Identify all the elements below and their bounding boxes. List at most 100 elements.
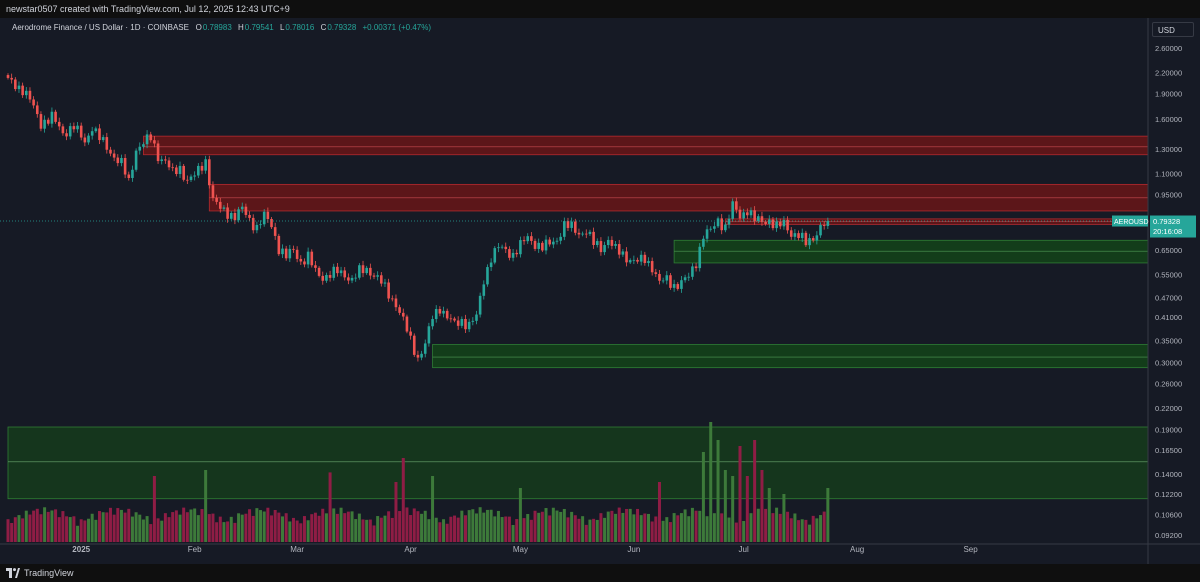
candle-body — [423, 343, 427, 354]
volume-bar — [101, 512, 105, 542]
candle-body — [687, 276, 691, 278]
candle-body — [416, 354, 420, 358]
candle — [760, 211, 764, 226]
candle — [87, 133, 90, 145]
candle — [46, 117, 50, 126]
volume-bar — [112, 514, 116, 542]
candle — [789, 227, 793, 240]
volume-bar — [141, 519, 145, 542]
candle-body — [661, 280, 665, 282]
candle — [544, 235, 548, 255]
volume-bar — [420, 513, 424, 542]
volume-bar — [811, 515, 815, 542]
price-chart[interactable]: 2.60000 2.20000 1.90000 1.60000 1.30000 1.100… — [0, 18, 1200, 564]
candle — [321, 271, 325, 285]
candle-body — [515, 252, 519, 255]
candle — [632, 255, 636, 265]
axis-layer: 2.60000 2.20000 1.90000 1.60000 1.30000 1.100… — [0, 18, 1200, 564]
candle — [409, 327, 412, 340]
volume-bar — [35, 508, 39, 542]
volume-bar — [24, 510, 28, 542]
candle — [420, 350, 423, 361]
candle-body — [782, 219, 786, 227]
candle-body — [98, 128, 101, 141]
y-tick-label: 1.10000 — [1155, 169, 1182, 178]
candle-body — [25, 90, 28, 96]
volume-bar — [533, 510, 537, 542]
candle — [522, 236, 526, 245]
volume-bar — [427, 519, 431, 542]
volume-bar — [449, 516, 453, 542]
volume-bar — [398, 511, 402, 542]
candle — [21, 82, 24, 98]
candle — [570, 217, 573, 232]
volume-bar — [182, 507, 186, 542]
candle — [680, 275, 683, 293]
currency-selector[interactable]: USD — [1152, 22, 1194, 37]
candle-body — [10, 77, 13, 80]
volume-bar — [643, 513, 647, 542]
candle-body — [57, 121, 61, 127]
candle — [116, 154, 120, 167]
volume-bar — [218, 516, 222, 542]
candle-body — [398, 307, 401, 313]
volume-bar — [189, 509, 193, 542]
candle — [365, 265, 368, 275]
candle — [647, 257, 650, 267]
candle — [10, 73, 13, 84]
candle-body — [680, 280, 683, 289]
candle-body — [310, 251, 314, 266]
candle — [735, 197, 738, 214]
volume-bar — [661, 520, 665, 542]
volume-bar — [614, 513, 618, 542]
volume-bar — [764, 508, 768, 542]
volume-bar — [738, 446, 742, 542]
candle — [515, 249, 519, 258]
candle-body — [50, 111, 54, 124]
candle-body — [584, 233, 588, 235]
candle — [599, 237, 603, 256]
volume-layer — [6, 422, 830, 542]
candle — [299, 255, 303, 265]
volume-bar — [819, 515, 823, 542]
candle-body — [303, 261, 306, 265]
candle — [566, 217, 570, 231]
candle — [456, 316, 460, 330]
candle — [665, 271, 669, 285]
candle — [295, 246, 299, 263]
volume-bar — [771, 513, 775, 542]
volume-bar — [559, 511, 563, 542]
volume-bar — [456, 517, 460, 542]
volume-bar — [464, 515, 467, 542]
candle — [25, 87, 28, 99]
candle — [361, 260, 365, 278]
chart-frame[interactable]: 2.60000 2.20000 1.90000 1.60000 1.30000 1.100… — [0, 18, 1200, 564]
volume-bar — [599, 513, 603, 542]
candle-body — [519, 240, 522, 255]
volume-bar — [255, 508, 259, 542]
candle — [83, 133, 87, 147]
volume-bar — [665, 517, 669, 542]
candle — [438, 306, 442, 317]
candle — [683, 274, 687, 283]
candle-body — [767, 219, 771, 224]
candle — [61, 123, 65, 136]
volume-bar — [789, 518, 793, 542]
candle — [288, 244, 292, 262]
candle — [372, 272, 376, 280]
volume-bar — [237, 513, 241, 542]
candle-body — [482, 284, 486, 296]
volume-bar — [500, 517, 504, 542]
volume-bar — [401, 458, 405, 542]
candle-body — [727, 218, 731, 225]
candle-body — [669, 275, 672, 288]
candle-body — [105, 137, 109, 150]
candle — [727, 214, 731, 229]
volume-bar — [98, 511, 101, 542]
candle-body — [793, 233, 797, 237]
candle-body — [292, 248, 295, 250]
volume-bar — [727, 517, 731, 542]
candle — [705, 225, 709, 243]
candle-body — [277, 235, 281, 255]
candle — [606, 236, 610, 249]
